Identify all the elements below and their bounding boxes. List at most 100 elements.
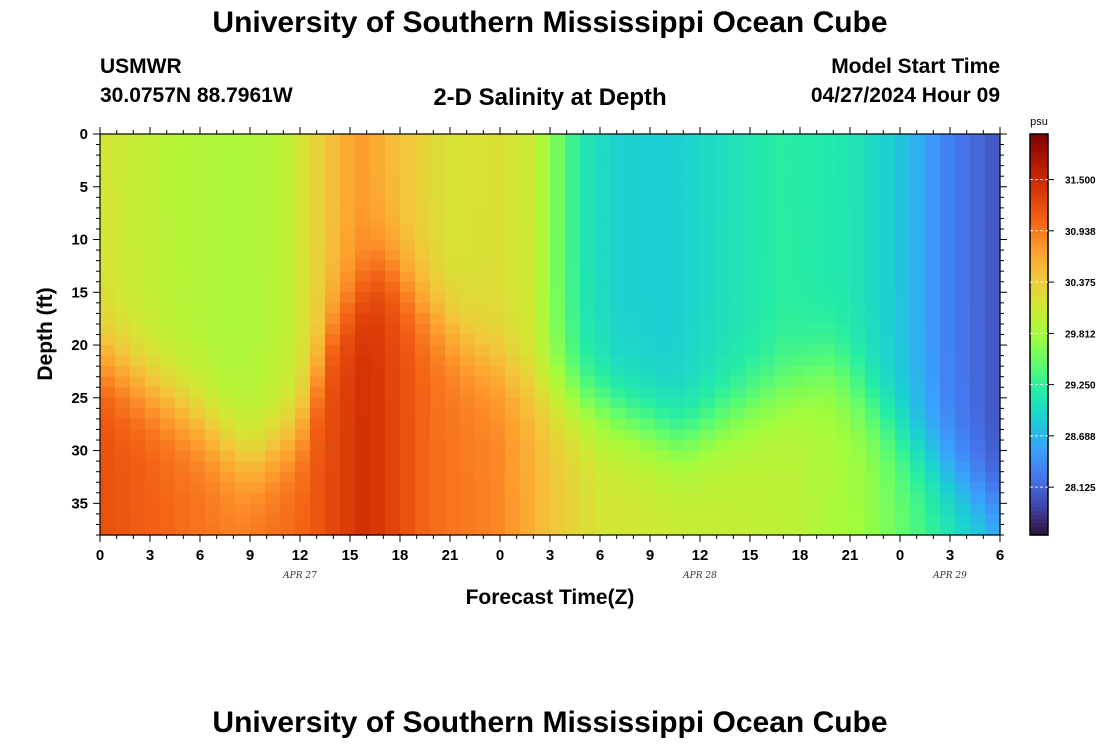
heatmap-cell	[115, 228, 131, 241]
heatmap-cell	[295, 471, 311, 483]
heatmap-cell	[445, 503, 461, 515]
heatmap-cell	[550, 334, 566, 346]
heatmap-cell	[505, 376, 521, 388]
heatmap-cell	[325, 461, 341, 473]
heatmap-cell	[850, 387, 866, 399]
colorbar-segment	[1030, 174, 1048, 179]
heatmap-cell	[310, 376, 326, 388]
heatmap-cell	[745, 503, 761, 515]
heatmap-cell	[760, 134, 776, 146]
heatmap-cell	[370, 376, 386, 388]
heatmap-cell	[865, 250, 881, 262]
heatmap-cell	[715, 503, 731, 515]
heatmap-cell	[865, 355, 881, 367]
heatmap-cell	[700, 186, 716, 198]
colorbar-segment	[1030, 526, 1048, 532]
heatmap-cell	[340, 239, 356, 251]
heatmap-cell	[595, 302, 611, 314]
heatmap-cell	[565, 513, 581, 526]
heatmap-cell	[235, 429, 251, 441]
heatmap-cell	[535, 376, 551, 388]
heatmap-cell	[955, 461, 971, 473]
heatmap-cell	[355, 397, 371, 409]
heatmap-cell	[355, 260, 371, 272]
heatmap-cell	[400, 429, 416, 441]
heatmap-cell	[940, 482, 956, 494]
heatmap-cell	[640, 334, 656, 346]
heatmap-cell	[655, 492, 671, 504]
heatmap-cell	[130, 408, 146, 420]
heatmap-cell	[745, 176, 761, 188]
heatmap-cell	[535, 513, 551, 526]
heatmap-cell	[685, 482, 701, 494]
heatmap-cell	[880, 271, 896, 283]
heatmap-cell	[250, 250, 266, 262]
heatmap-cell	[700, 429, 716, 441]
y-axis-title: Depth (ft)	[34, 287, 57, 380]
heatmap-cell	[340, 334, 356, 346]
heatmap-cell	[220, 355, 236, 367]
heatmap-cell	[880, 397, 896, 409]
heatmap-cell	[550, 176, 566, 188]
heatmap-cell	[610, 281, 626, 293]
heatmap-cell	[445, 165, 461, 177]
heatmap-cell	[745, 334, 761, 346]
heatmap-cell	[385, 440, 401, 452]
heatmap-cell	[655, 250, 671, 262]
heatmap-cell	[505, 461, 521, 473]
heatmap-cell	[775, 207, 791, 220]
colorbar-segment	[1030, 510, 1048, 516]
heatmap-cell	[820, 387, 836, 399]
heatmap-cell	[880, 429, 896, 441]
heatmap-cell	[340, 450, 356, 462]
heatmap-cell	[205, 503, 221, 515]
heatmap-cell	[115, 134, 131, 146]
heatmap-cell	[295, 260, 311, 272]
heatmap-cell	[790, 461, 806, 473]
heatmap-cell	[790, 345, 806, 357]
heatmap-cell	[550, 345, 566, 357]
heatmap-cell	[910, 450, 926, 462]
heatmap-cell	[340, 492, 356, 504]
heatmap-cell	[130, 197, 146, 209]
heatmap-cell	[295, 239, 311, 251]
heatmap-cell	[985, 292, 1001, 304]
heatmap-cell	[730, 260, 746, 272]
heatmap-cell	[250, 281, 266, 293]
heatmap-cell	[955, 239, 971, 251]
heatmap-cell	[565, 387, 581, 399]
heatmap-cell	[445, 513, 461, 526]
heatmap-cell	[580, 440, 596, 452]
heatmap-cell	[235, 271, 251, 283]
heatmap-cell	[970, 429, 986, 441]
heatmap-cell	[385, 144, 401, 156]
heatmap-cell	[400, 134, 416, 146]
heatmap-cell	[295, 408, 311, 420]
colorbar-segment	[1030, 238, 1048, 243]
heatmap-cell	[535, 176, 551, 188]
heatmap-cell	[685, 165, 701, 177]
chart-subtitle: 2-D Salinity at Depth	[433, 84, 667, 111]
heatmap-cell	[535, 144, 551, 156]
y-tick-label: 5	[80, 179, 88, 196]
heatmap-cell	[430, 228, 446, 241]
heatmap-cell	[985, 134, 1001, 146]
heatmap-cell	[490, 207, 506, 220]
heatmap-cell	[505, 134, 521, 146]
heatmap-cell	[715, 418, 731, 431]
heatmap-cell	[790, 302, 806, 314]
heatmap-cell	[205, 134, 221, 146]
heatmap-cell	[535, 250, 551, 262]
heatmap-cell	[835, 471, 851, 483]
heatmap-cell	[805, 144, 821, 156]
colorbar-segment	[1030, 490, 1048, 496]
heatmap-cell	[760, 323, 776, 336]
heatmap-cell	[685, 345, 701, 357]
heatmap-cell	[955, 429, 971, 441]
heatmap-cell	[655, 366, 671, 378]
heatmap-cell	[370, 334, 386, 346]
heatmap-cell	[220, 366, 236, 378]
heatmap-cell	[970, 260, 986, 272]
heatmap-cell	[550, 228, 566, 241]
heatmap-cell	[940, 260, 956, 272]
